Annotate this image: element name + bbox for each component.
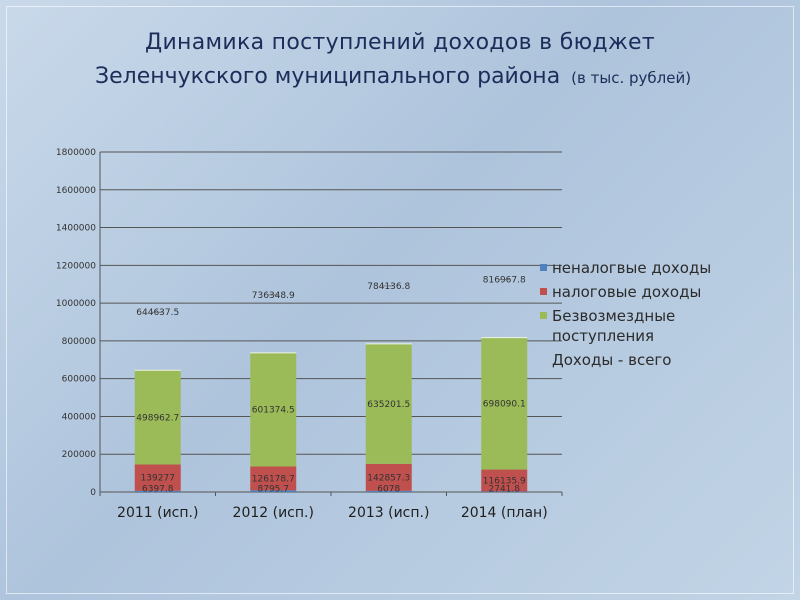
y-tick-label: 600000 [62, 375, 97, 385]
y-tick-label: 1600000 [56, 186, 96, 196]
x-tick-label: 2014 (план) [461, 505, 548, 521]
data-label-nontax: 2741.8 [489, 485, 521, 495]
x-tick-label: 2012 (исп.) [233, 505, 314, 521]
bar-segment-tax [134, 464, 181, 491]
chart-title-line2-text: Зеленчукского муниципального района [95, 64, 561, 89]
legend-label-tax: налоговые доходы [552, 283, 702, 301]
bar-segment-free [134, 370, 181, 465]
bar-segment-free [481, 337, 528, 470]
bar-segment-nontax [481, 491, 528, 492]
data-label-free: 498962.7 [136, 413, 179, 423]
bar-segment-nontax [365, 490, 412, 492]
x-tick-label: 2013 (исп.) [348, 505, 429, 521]
legend-label-free: Безвозмездные поступления [552, 307, 676, 345]
bar-segment-tax [250, 466, 297, 491]
y-tick-label: 200000 [62, 450, 97, 460]
y-tick-label: 800000 [62, 337, 97, 347]
legend-swatch-tax [540, 288, 547, 295]
y-tick-label: 400000 [62, 412, 97, 422]
chart-subtitle: (в тыс. рублей) [571, 69, 692, 87]
data-label-tax: 126178.7 [252, 474, 295, 484]
bar-segment-free [250, 352, 297, 467]
bar-segment-nontax [134, 490, 181, 492]
bar-segment-tax [365, 463, 412, 491]
data-label-tax: 139277 [141, 474, 175, 484]
legend-item-free: Безвозмездные поступления [540, 306, 740, 346]
data-label-total: 816967.8 [483, 276, 526, 286]
legend-item-total: Доходы - всего [540, 350, 740, 370]
data-label-nontax: 6078 [377, 485, 400, 495]
data-label-free: 698090.1 [483, 400, 526, 410]
y-tick-label: 1200000 [56, 261, 96, 271]
bar-segment-free [365, 343, 412, 464]
legend-swatch-nontax [540, 264, 547, 271]
y-tick-label: 1400000 [56, 224, 96, 234]
data-label-total: 644637.5 [136, 308, 179, 318]
data-label-tax: 116135.9 [483, 477, 526, 487]
bar-segment-nontax [250, 490, 297, 492]
legend-item-tax: налоговые доходы [540, 282, 740, 302]
chart-title-line2: Зеленчукского муниципального района (в т… [95, 64, 691, 89]
chart-title-line1: Динамика поступлений доходов в бюджет [144, 30, 656, 55]
legend-swatch-free [540, 312, 547, 319]
x-tick-label: 2011 (исп.) [117, 505, 198, 521]
data-label-total: 736348.9 [252, 291, 295, 301]
data-label-free: 635201.5 [367, 400, 410, 410]
y-tick-label: 0 [90, 488, 96, 498]
data-label-tax: 142857.3 [367, 473, 410, 483]
legend-label-total: Доходы - всего [552, 351, 672, 369]
legend-item-nontax: неналогвые доходы [540, 258, 740, 278]
chart-legend: неналогвые доходы налоговые доходы Безво… [540, 258, 740, 374]
slide-frame [6, 6, 794, 594]
data-label-nontax: 8795.7 [258, 485, 290, 495]
bar-segment-tax [481, 469, 528, 492]
data-label-total: 784136.8 [367, 282, 410, 292]
y-tick-label: 1800000 [56, 148, 96, 158]
legend-label-nontax: неналогвые доходы [552, 259, 712, 277]
data-label-nontax: 6397.8 [142, 485, 174, 495]
data-label-free: 601374.5 [252, 406, 295, 416]
y-tick-label: 1000000 [56, 299, 96, 309]
